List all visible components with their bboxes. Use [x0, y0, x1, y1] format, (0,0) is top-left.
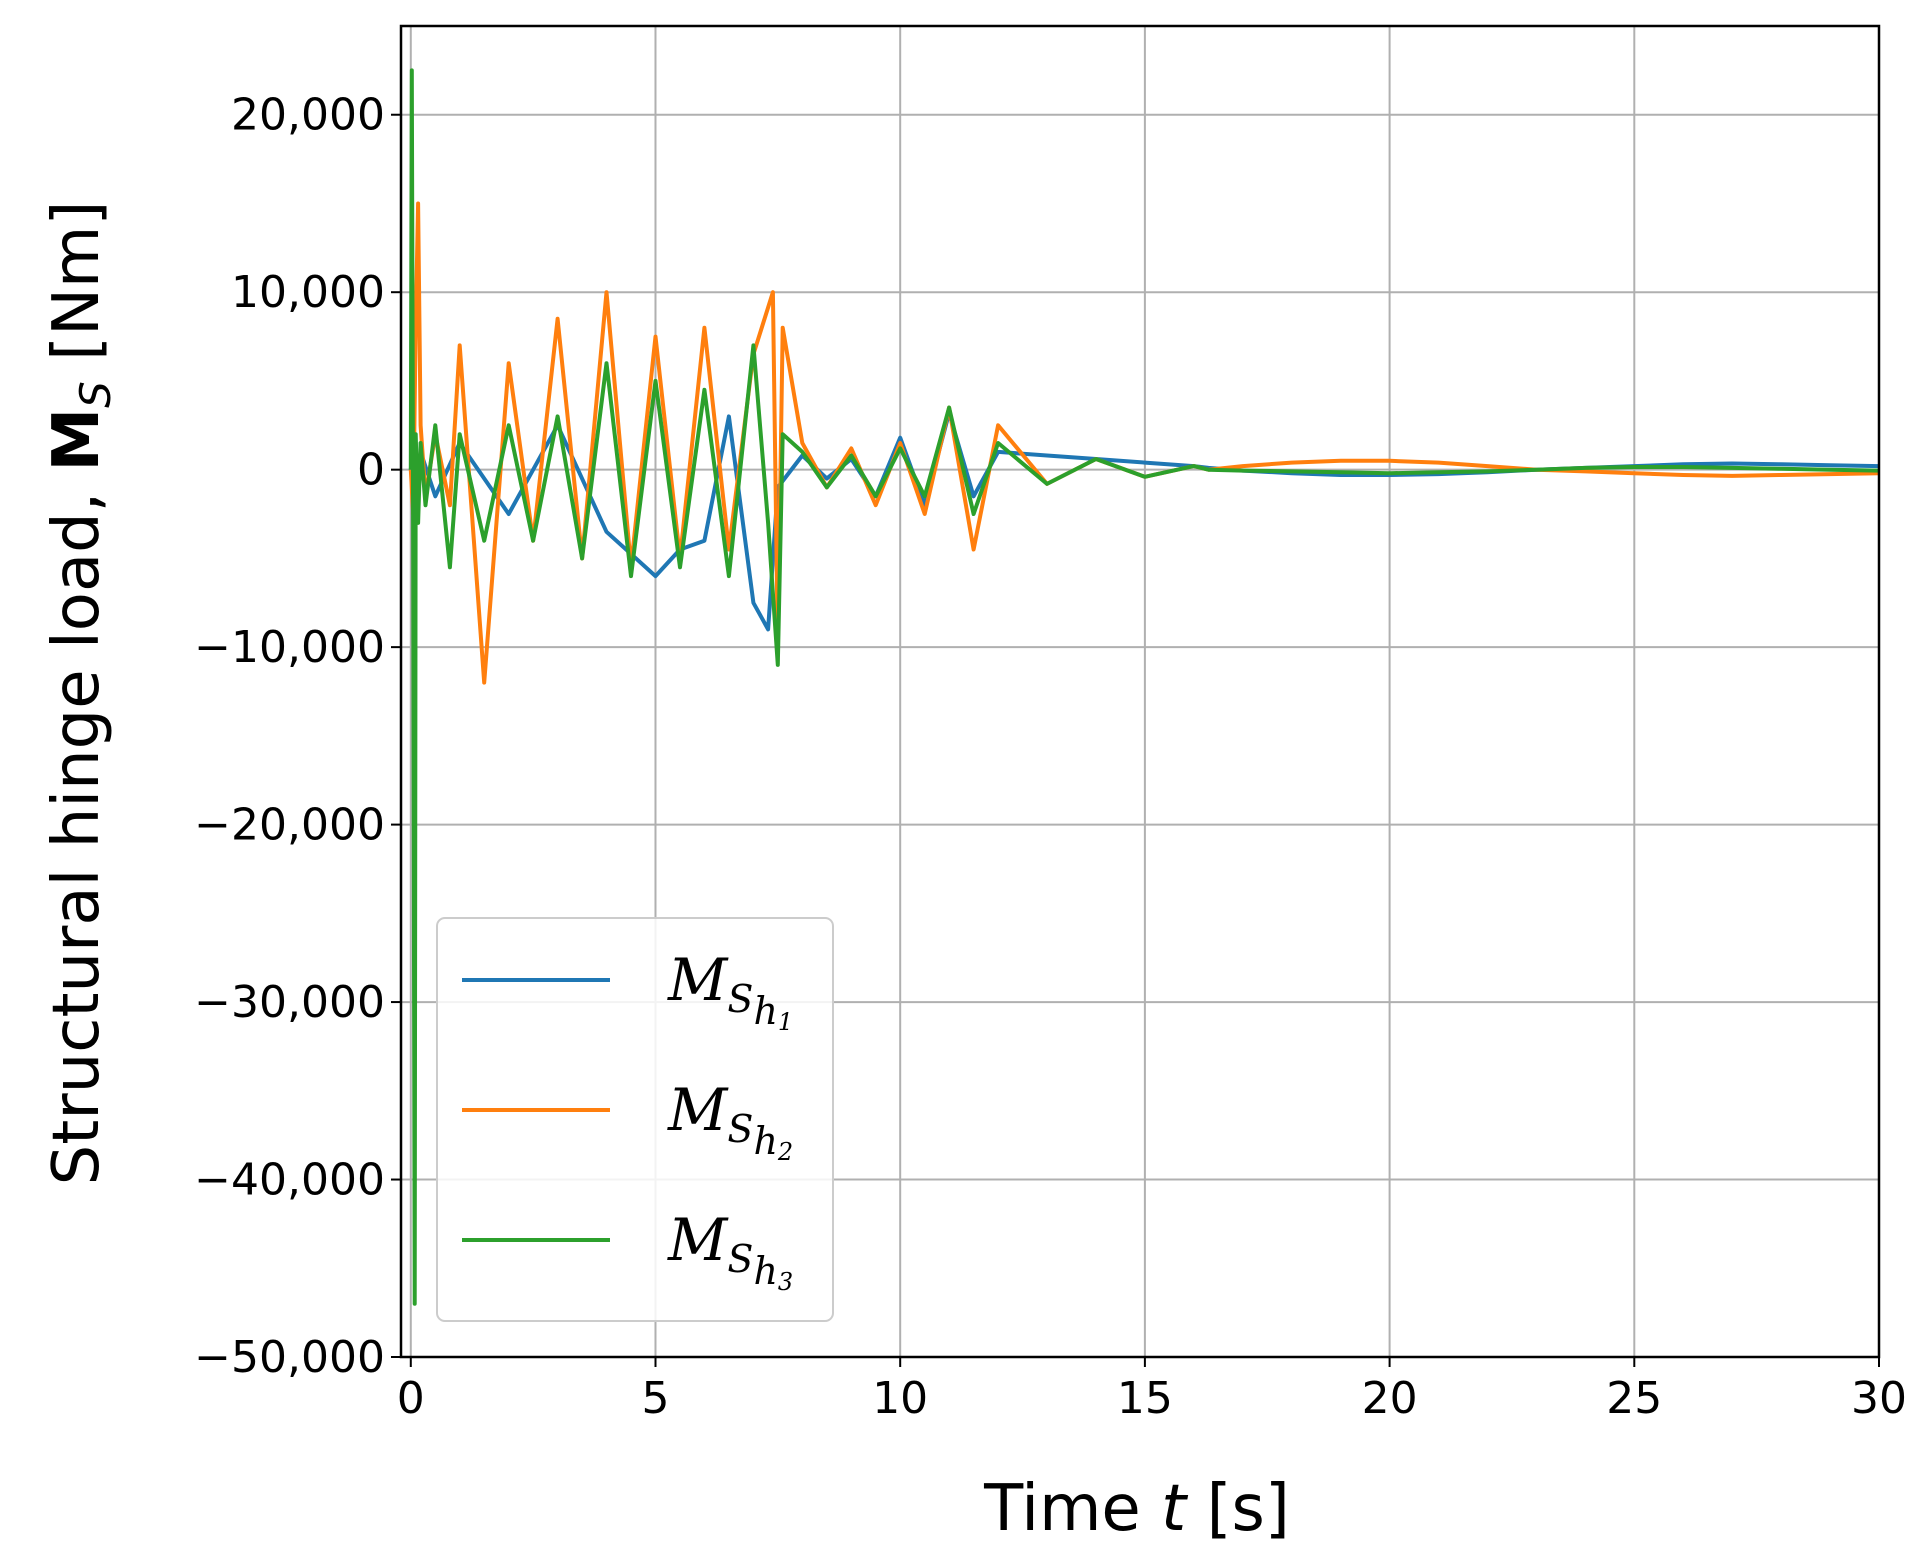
y-tick-label: 0	[357, 445, 385, 496]
x-tick-label: 5	[641, 1373, 669, 1424]
x-tick-label: 25	[1606, 1373, 1662, 1424]
axis-ticks: 0 5 10 15 20 25 30 20,000 10,000 0 −10,000 −20,000 −…	[194, 90, 1907, 1424]
y-tick-label: 10,000	[231, 267, 385, 318]
series-line-3	[408, 68, 1879, 1306]
series-line-2	[408, 201, 1879, 685]
x-tick-label: 20	[1362, 1373, 1418, 1424]
x-tick-label: 15	[1117, 1373, 1173, 1424]
legend: MSh1 MSh2 MSh3	[436, 917, 834, 1322]
x-tick-label: 0	[397, 1373, 425, 1424]
x-axis-label: Time t [s]	[983, 1472, 1290, 1546]
legend-label-2: MSh2	[667, 1076, 793, 1166]
y-tick-label: −30,000	[194, 977, 385, 1028]
y-tick-label: −40,000	[194, 1155, 385, 1206]
y-tick-label: −50,000	[194, 1332, 385, 1383]
y-tick-label: −10,000	[194, 622, 385, 673]
series-lines	[408, 68, 1879, 1306]
x-tick-label: 10	[872, 1373, 928, 1424]
y-tick-label: −20,000	[194, 800, 385, 851]
y-tick-label: 20,000	[231, 90, 385, 141]
x-tick-label: 30	[1851, 1373, 1907, 1424]
grid	[401, 26, 1880, 1358]
legend-label-3: MSh3	[667, 1206, 793, 1296]
legend-label-1: MSh1	[667, 946, 793, 1036]
legend-box	[436, 917, 834, 1322]
plot-area-frame	[399, 24, 1881, 1359]
y-axis-label: Structural hinge load, MS [Nm]	[40, 201, 120, 1186]
